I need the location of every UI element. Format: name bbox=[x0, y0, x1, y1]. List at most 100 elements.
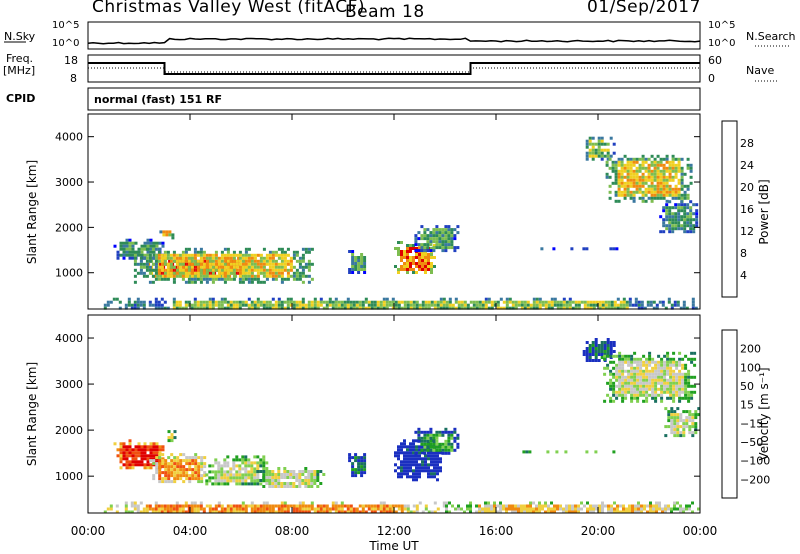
heatmap-cell bbox=[232, 476, 236, 480]
heatmap-cell bbox=[360, 465, 364, 469]
heatmap-cell bbox=[166, 250, 170, 254]
heatmap-cell bbox=[613, 501, 616, 505]
heatmap-cell bbox=[430, 469, 433, 473]
heatmap-cell bbox=[136, 510, 140, 514]
heatmap-cell bbox=[119, 460, 123, 464]
heatmap-cell bbox=[484, 507, 487, 511]
heatmap-cell bbox=[447, 442, 451, 446]
heatmap-cell bbox=[676, 303, 680, 307]
heatmap-cell bbox=[159, 230, 163, 234]
heatmap-cell bbox=[650, 193, 654, 197]
heatmap-cell bbox=[363, 468, 367, 472]
heatmap-cell bbox=[552, 247, 556, 251]
heatmap-cell bbox=[686, 215, 690, 219]
heatmap-cell bbox=[262, 470, 266, 473]
heatmap-cell bbox=[277, 470, 281, 473]
heatmap-cell bbox=[280, 306, 284, 310]
heatmap-cell bbox=[435, 430, 439, 434]
heatmap-cell bbox=[496, 504, 499, 508]
heatmap-cell bbox=[412, 445, 415, 449]
heatmap-cell bbox=[529, 501, 532, 505]
heatmap-cell bbox=[259, 303, 263, 307]
heatmap-cell bbox=[565, 303, 569, 307]
heatmap-cell bbox=[663, 360, 667, 364]
heatmap-cell bbox=[615, 363, 619, 367]
heatmap-cell bbox=[657, 372, 661, 376]
heatmap-cell bbox=[589, 510, 592, 514]
heatmap-cell bbox=[550, 297, 554, 301]
heatmap-cell bbox=[223, 470, 227, 474]
heatmap-cell bbox=[170, 480, 174, 484]
heatmap-cell bbox=[687, 372, 691, 376]
heatmap-cell bbox=[646, 510, 649, 514]
heatmap-cell bbox=[648, 384, 652, 388]
heatmap-cell bbox=[629, 157, 633, 161]
heatmap-cell bbox=[582, 350, 586, 353]
heatmap-cell bbox=[277, 476, 281, 479]
heatmap-cell bbox=[438, 246, 442, 250]
heatmap-cell bbox=[235, 458, 239, 462]
heatmap-cell bbox=[406, 469, 409, 473]
heatmap-cell bbox=[142, 507, 146, 511]
heatmap-cell bbox=[426, 436, 430, 440]
heatmap-cell bbox=[550, 501, 553, 505]
heatmap-cell bbox=[202, 253, 206, 257]
heatmap-cell bbox=[301, 247, 305, 251]
heatmap-cell bbox=[409, 259, 412, 262]
heatmap-cell bbox=[151, 256, 155, 260]
heatmap-cell bbox=[250, 510, 254, 514]
heatmap-cell bbox=[170, 436, 174, 440]
heatmap-cell bbox=[397, 271, 400, 274]
heatmap-cell bbox=[280, 247, 284, 251]
heatmap-cell bbox=[134, 454, 138, 458]
heatmap-cell bbox=[421, 457, 424, 461]
heatmap-cell bbox=[622, 504, 625, 508]
heatmap-cell bbox=[277, 253, 281, 257]
heatmap-cell bbox=[127, 303, 131, 307]
heatmap-cell bbox=[638, 184, 642, 188]
heatmap-cell bbox=[691, 501, 694, 505]
heatmap-cell bbox=[427, 454, 430, 458]
heatmap-cell bbox=[639, 393, 643, 397]
heatmap-cell bbox=[268, 250, 272, 254]
heatmap-cell bbox=[310, 476, 314, 479]
heatmap-cell bbox=[226, 473, 230, 477]
heatmap-cell bbox=[448, 306, 452, 310]
heatmap-cell bbox=[184, 259, 188, 263]
heatmap-cell bbox=[681, 384, 685, 388]
heatmap-cell bbox=[229, 262, 233, 266]
heatmap-cell bbox=[690, 351, 694, 355]
heatmap-cell bbox=[351, 253, 355, 256]
heatmap-cell bbox=[313, 479, 317, 482]
heatmap-cell bbox=[415, 457, 418, 461]
heatmap-cell bbox=[143, 448, 147, 452]
heatmap-cell bbox=[535, 504, 538, 508]
heatmap-cell bbox=[253, 479, 257, 483]
heatmap-cell bbox=[677, 218, 681, 222]
heatmap-cell bbox=[250, 473, 254, 477]
heatmap-cell bbox=[597, 359, 601, 362]
heatmap-cell bbox=[184, 256, 188, 260]
heatmap-cell bbox=[635, 178, 639, 182]
heatmap-cell bbox=[156, 274, 160, 278]
heatmap-cell bbox=[427, 472, 430, 476]
heatmap-cell bbox=[385, 306, 389, 310]
heatmap-cell bbox=[354, 471, 358, 475]
heatmap-cell bbox=[319, 303, 323, 307]
heatmap-cell bbox=[310, 303, 314, 307]
heatmap-cell bbox=[400, 504, 404, 508]
heatmap-cell bbox=[633, 384, 637, 388]
heatmap-cell bbox=[394, 451, 397, 455]
heatmap-cell bbox=[568, 507, 571, 511]
heatmap-cell bbox=[603, 353, 607, 356]
heatmap-cell bbox=[633, 381, 637, 385]
heatmap-cell bbox=[582, 353, 586, 356]
heatmap-cell bbox=[274, 277, 278, 281]
heatmap-cell bbox=[310, 507, 314, 511]
heatmap-cell bbox=[676, 300, 680, 304]
heatmap-cell bbox=[601, 303, 605, 307]
heatmap-cell bbox=[307, 247, 311, 251]
heatmap-cell bbox=[268, 482, 272, 485]
heatmap-cell bbox=[354, 468, 358, 472]
heatmap-cell bbox=[694, 306, 698, 310]
